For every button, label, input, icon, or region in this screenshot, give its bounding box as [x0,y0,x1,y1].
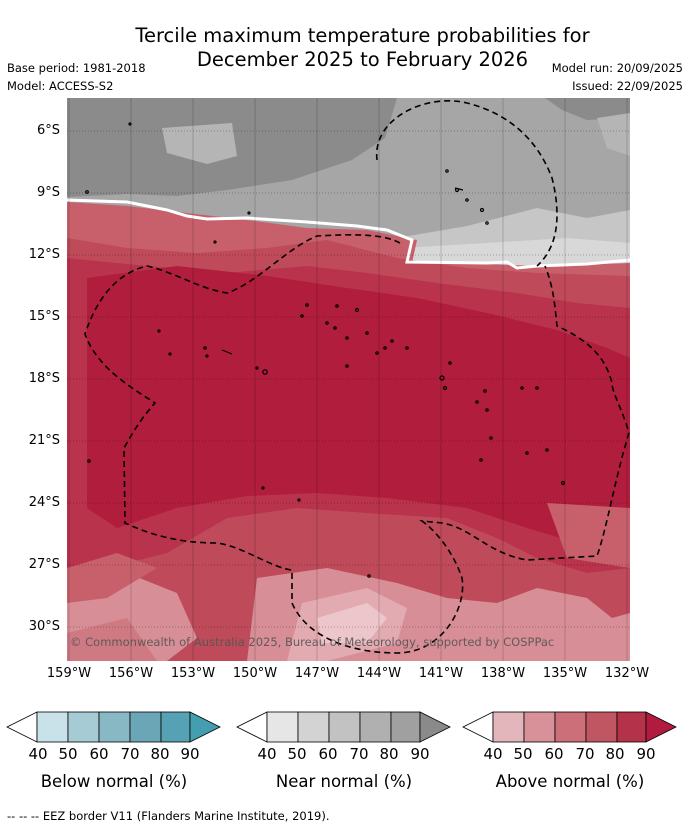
cbar-above-tick: 80 [605,745,625,763]
cbar-below-tick: 50 [58,745,78,763]
near-normal-zone-dark-east [545,98,630,120]
above-normal-patch-south-6 [547,503,630,568]
colorbar-near-normal [236,711,452,747]
lat-label: 15°S [28,309,60,324]
cbar-above-tick: 40 [483,745,503,763]
title-line-2: December 2025 to February 2026 [196,48,529,71]
lat-label: 12°S [28,247,60,262]
map-title: Tercile maximum temperature probabilitie… [0,24,690,72]
cbar-near-tick: 70 [349,745,369,763]
colorbar-above-normal-swatches [462,711,677,743]
above-normal-patch-west [67,553,157,603]
model-run: Model run: 20/09/2025 [551,61,683,75]
issued-date: Issued: 22/09/2025 [572,79,683,93]
cbar-above-tick: 50 [513,745,533,763]
cbar-near-tick: 90 [410,745,430,763]
cbar-below-tick: 40 [28,745,48,763]
eez-border-marquesas [376,100,558,267]
islands [85,122,566,578]
lat-label: 18°S [28,371,60,386]
cbar-below-tick: 70 [120,745,140,763]
lat-label: 21°S [28,433,60,448]
lon-label: 138°W [480,666,526,681]
cbar-near-tick: 80 [379,745,399,763]
cbar-below-tick: 90 [180,745,200,763]
title-line-1: Tercile maximum temperature probabilitie… [135,24,590,47]
near-normal-patch-light-2 [597,113,630,156]
cbar-near-title: Near normal (%) [275,772,413,791]
lat-label: 27°S [28,557,60,572]
lat-label: 24°S [28,495,60,510]
lat-label: 9°S [36,185,60,200]
cbar-near-tick: 50 [287,745,307,763]
cbar-above-tick: 90 [636,745,656,763]
colorbar-above-normal [462,711,678,747]
cbar-below-tick: 60 [89,745,109,763]
colorbar-near-normal-swatches [236,711,451,743]
lon-label: 150°W [232,666,278,681]
cbar-above-tick: 60 [544,745,564,763]
map-canvas [67,98,630,661]
meta-left: Base period: 1981-2018 Model: ACCESS-S2 [7,59,146,95]
lat-label: 6°S [36,123,60,138]
cbar-near-tick: 60 [318,745,338,763]
above-normal-patch-south-5 [317,603,387,643]
eez-border-french-polynesia [84,234,630,654]
lon-label: 132°W [604,666,650,681]
cbar-below-tick: 80 [150,745,170,763]
graticule [67,130,630,628]
meta-right: Model run: 20/09/2025 Issued: 22/09/2025 [552,59,683,95]
above-normal-patch-south-2 [67,618,157,661]
above-normal-zone-80 [87,266,630,543]
lon-label: 159°W [46,666,92,681]
cbar-near-tick: 40 [257,745,277,763]
near-normal-patch-light [162,123,237,164]
lon-label: 144°W [356,666,402,681]
colorbar-below-normal [6,711,222,747]
meridians [68,98,628,661]
copyright-notice: © Commonwealth of Australia 2025, Bureau… [70,635,555,649]
model-name: Model: ACCESS-S2 [7,79,114,93]
lon-label: 153°W [170,666,216,681]
cbar-below-title: Below normal (%) [40,772,188,791]
base-period: Base period: 1981-2018 [7,61,146,75]
eez-footnote: -- -- -- EEZ border V11 (Flanders Marine… [7,809,330,823]
cbar-above-title: Above normal (%) [495,772,645,791]
lon-label: 135°W [542,666,588,681]
lat-label: 30°S [28,619,60,634]
probability-map [67,98,630,661]
lon-label: 156°W [108,666,154,681]
near-normal-zone-lightest [402,238,630,266]
colorbar-below-normal-swatches [6,711,221,743]
tercile-boundary [67,198,630,270]
cbar-above-tick: 70 [575,745,595,763]
lon-label: 147°W [294,666,340,681]
lon-label: 141°W [418,666,464,681]
